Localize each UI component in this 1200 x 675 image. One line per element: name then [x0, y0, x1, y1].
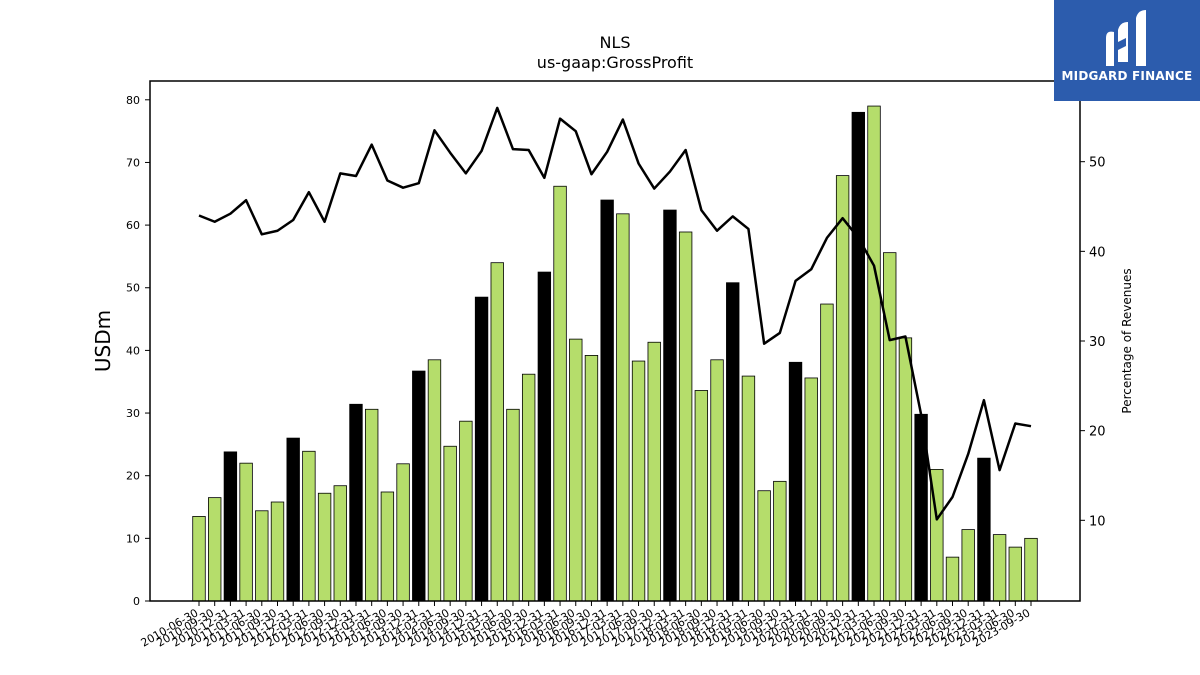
chart-title: NLS — [599, 33, 631, 52]
bar-2019-06-30 — [757, 490, 771, 602]
bar-2017-03-31 — [616, 213, 630, 602]
bar-2011-09-30 — [270, 501, 285, 602]
y2-tick-label: 20 — [1089, 425, 1106, 440]
y-tick-label: 30 — [126, 407, 140, 420]
y-axis-label: USDm — [91, 310, 115, 372]
brand-logo: MIDGARD FINANCE — [1054, 0, 1200, 101]
bar-2022-12-31 — [977, 457, 991, 602]
line-series — [198, 106, 1032, 521]
y-tick-label: 50 — [126, 282, 140, 295]
bar-2023-06-30 — [1008, 546, 1022, 602]
bar-2014-03-31 — [427, 359, 442, 602]
bar-2017-12-31 — [663, 209, 677, 602]
bar-2018-06-30 — [694, 390, 709, 602]
bar-2022-06-30 — [945, 556, 960, 602]
y2-tick-label: 50 — [1089, 156, 1106, 171]
bar-2021-09-30 — [898, 337, 913, 602]
bar-2018-09-30 — [710, 359, 724, 602]
bar-2014-09-30 — [459, 420, 473, 602]
bar-2016-12-31 — [600, 199, 614, 602]
bar-2018-03-31 — [678, 231, 693, 602]
bar-2016-09-30 — [584, 355, 599, 602]
y2-tick-label: 30 — [1089, 335, 1106, 350]
percentage-line — [198, 106, 1032, 521]
bar-2012-03-31 — [302, 450, 316, 602]
bar-2010-09-30 — [208, 497, 222, 602]
bar-2019-03-31 — [741, 375, 756, 602]
chart-subtitle: us-gaap:GrossProfit — [536, 53, 694, 72]
bar-2021-03-31 — [867, 105, 881, 602]
midgard-m-logo-icon — [1106, 10, 1146, 67]
bar-2018-12-31 — [726, 282, 740, 602]
bar-2016-03-31 — [553, 185, 567, 602]
bar-2013-03-31 — [364, 408, 379, 602]
y-tick-label: 20 — [126, 470, 140, 483]
brand-name: MIDGARD FINANCE — [1061, 69, 1193, 83]
bar-2015-09-30 — [521, 373, 536, 602]
bar-2014-12-31 — [474, 296, 489, 602]
y2-tick-label: 40 — [1089, 245, 1106, 260]
y-tick-label: 10 — [126, 532, 140, 545]
bar-2020-03-31 — [804, 377, 818, 602]
left-axis: 0 10 20 30 40 50 60 70 80 — [126, 94, 150, 608]
bar-2011-06-30 — [255, 510, 269, 602]
y-tick-label: 0 — [133, 595, 140, 608]
y2-axis-label: Percentage of Revenues — [1120, 268, 1134, 413]
bar-2014-06-30 — [443, 445, 457, 602]
bar-2019-12-31 — [788, 361, 803, 602]
bar-2021-06-30 — [883, 252, 897, 602]
bar-2015-06-30 — [506, 408, 520, 602]
bar-2016-06-30 — [569, 338, 583, 602]
bar-2013-06-30 — [380, 491, 395, 602]
bar-2023-03-31 — [992, 534, 1007, 602]
bar-2020-09-30 — [835, 175, 850, 602]
bar-2015-12-31 — [537, 271, 552, 602]
y-tick-label: 60 — [126, 219, 140, 232]
bar-2020-06-30 — [820, 303, 834, 602]
bar-series — [192, 105, 1038, 602]
bar-2017-09-30 — [647, 341, 661, 602]
bar-2023-09-30 — [1024, 537, 1038, 602]
bar-2019-09-30 — [773, 480, 787, 602]
bar-2012-06-30 — [317, 492, 332, 602]
bar-2022-09-30 — [961, 529, 975, 602]
bar-2020-12-31 — [851, 111, 865, 602]
bar-2015-03-31 — [490, 262, 504, 602]
bar-2010-06-30 — [192, 516, 206, 602]
bar-2013-09-30 — [396, 463, 410, 602]
bar-2013-12-31 — [412, 370, 426, 602]
bar-2012-12-31 — [349, 403, 363, 602]
bar-2010-12-31 — [223, 451, 238, 602]
y-tick-label: 40 — [126, 344, 140, 357]
right-axis: 10 20 30 40 50 — [1080, 156, 1106, 529]
bar-2012-09-30 — [333, 485, 347, 602]
bar-2011-12-31 — [286, 437, 300, 602]
bar-2011-03-31 — [239, 462, 253, 602]
y-tick-label: 80 — [126, 94, 140, 107]
x-axis: 2010-06-302010-09-302010-12-312011-03-31… — [139, 601, 1033, 650]
bar-2017-06-30 — [631, 360, 646, 602]
y2-tick-label: 10 — [1089, 514, 1106, 529]
y-tick-label: 70 — [126, 156, 140, 169]
